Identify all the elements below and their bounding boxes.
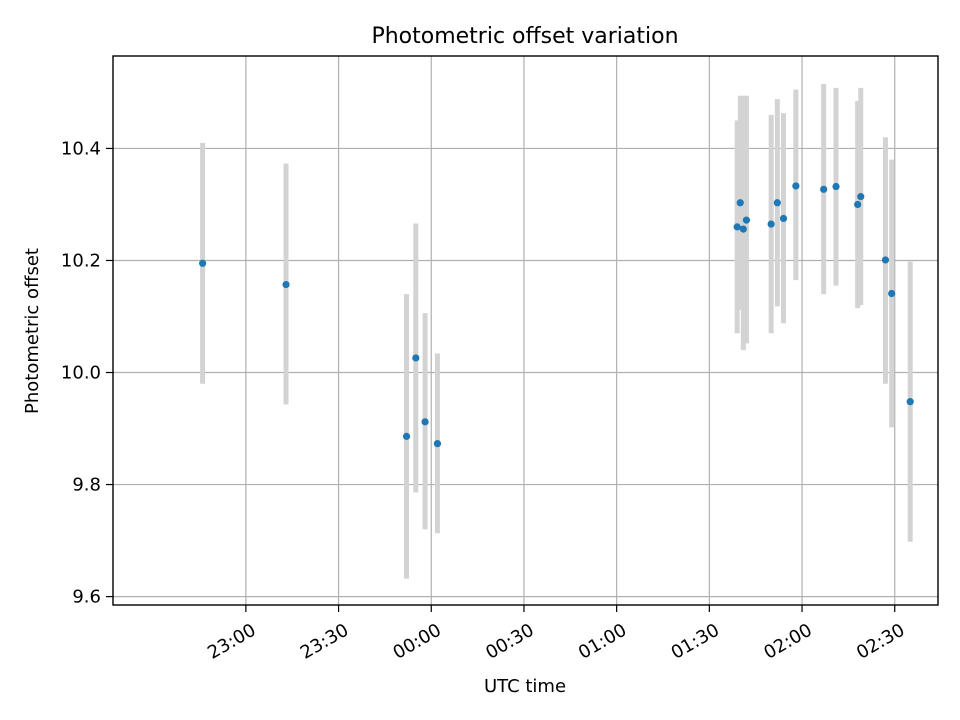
data-point [733,223,741,231]
data-point [736,199,744,207]
y-tick-label: 10.2 [61,250,101,271]
data-point [792,182,800,190]
x-axis-label: UTC time [484,676,566,697]
data-point [402,432,411,440]
data-point [282,280,290,289]
data-point [421,418,429,426]
y-tick-label: 10.0 [61,363,101,384]
data-point [906,398,914,406]
y-axis-label: Photometric offset [22,248,43,414]
data-point [888,289,896,298]
y-tick-label: 10.4 [61,138,101,159]
data-point [412,354,420,362]
y-tick-label: 9.6 [72,587,101,608]
chart-title: Photometric offset variation [371,24,678,49]
grid-lines [113,56,938,605]
data-point [767,220,775,228]
data-point [881,256,890,264]
data-point [832,182,840,191]
data-point [857,193,865,201]
data-point [854,200,862,209]
data-point [779,214,788,223]
data-points [199,182,914,448]
data-point [820,185,828,193]
plot-frame [112,55,939,606]
y-tick-label: 9.8 [72,475,101,496]
data-point [199,259,207,267]
data-point [433,440,442,448]
data-point [742,216,751,224]
data-point [739,225,747,233]
data-point [773,199,781,207]
